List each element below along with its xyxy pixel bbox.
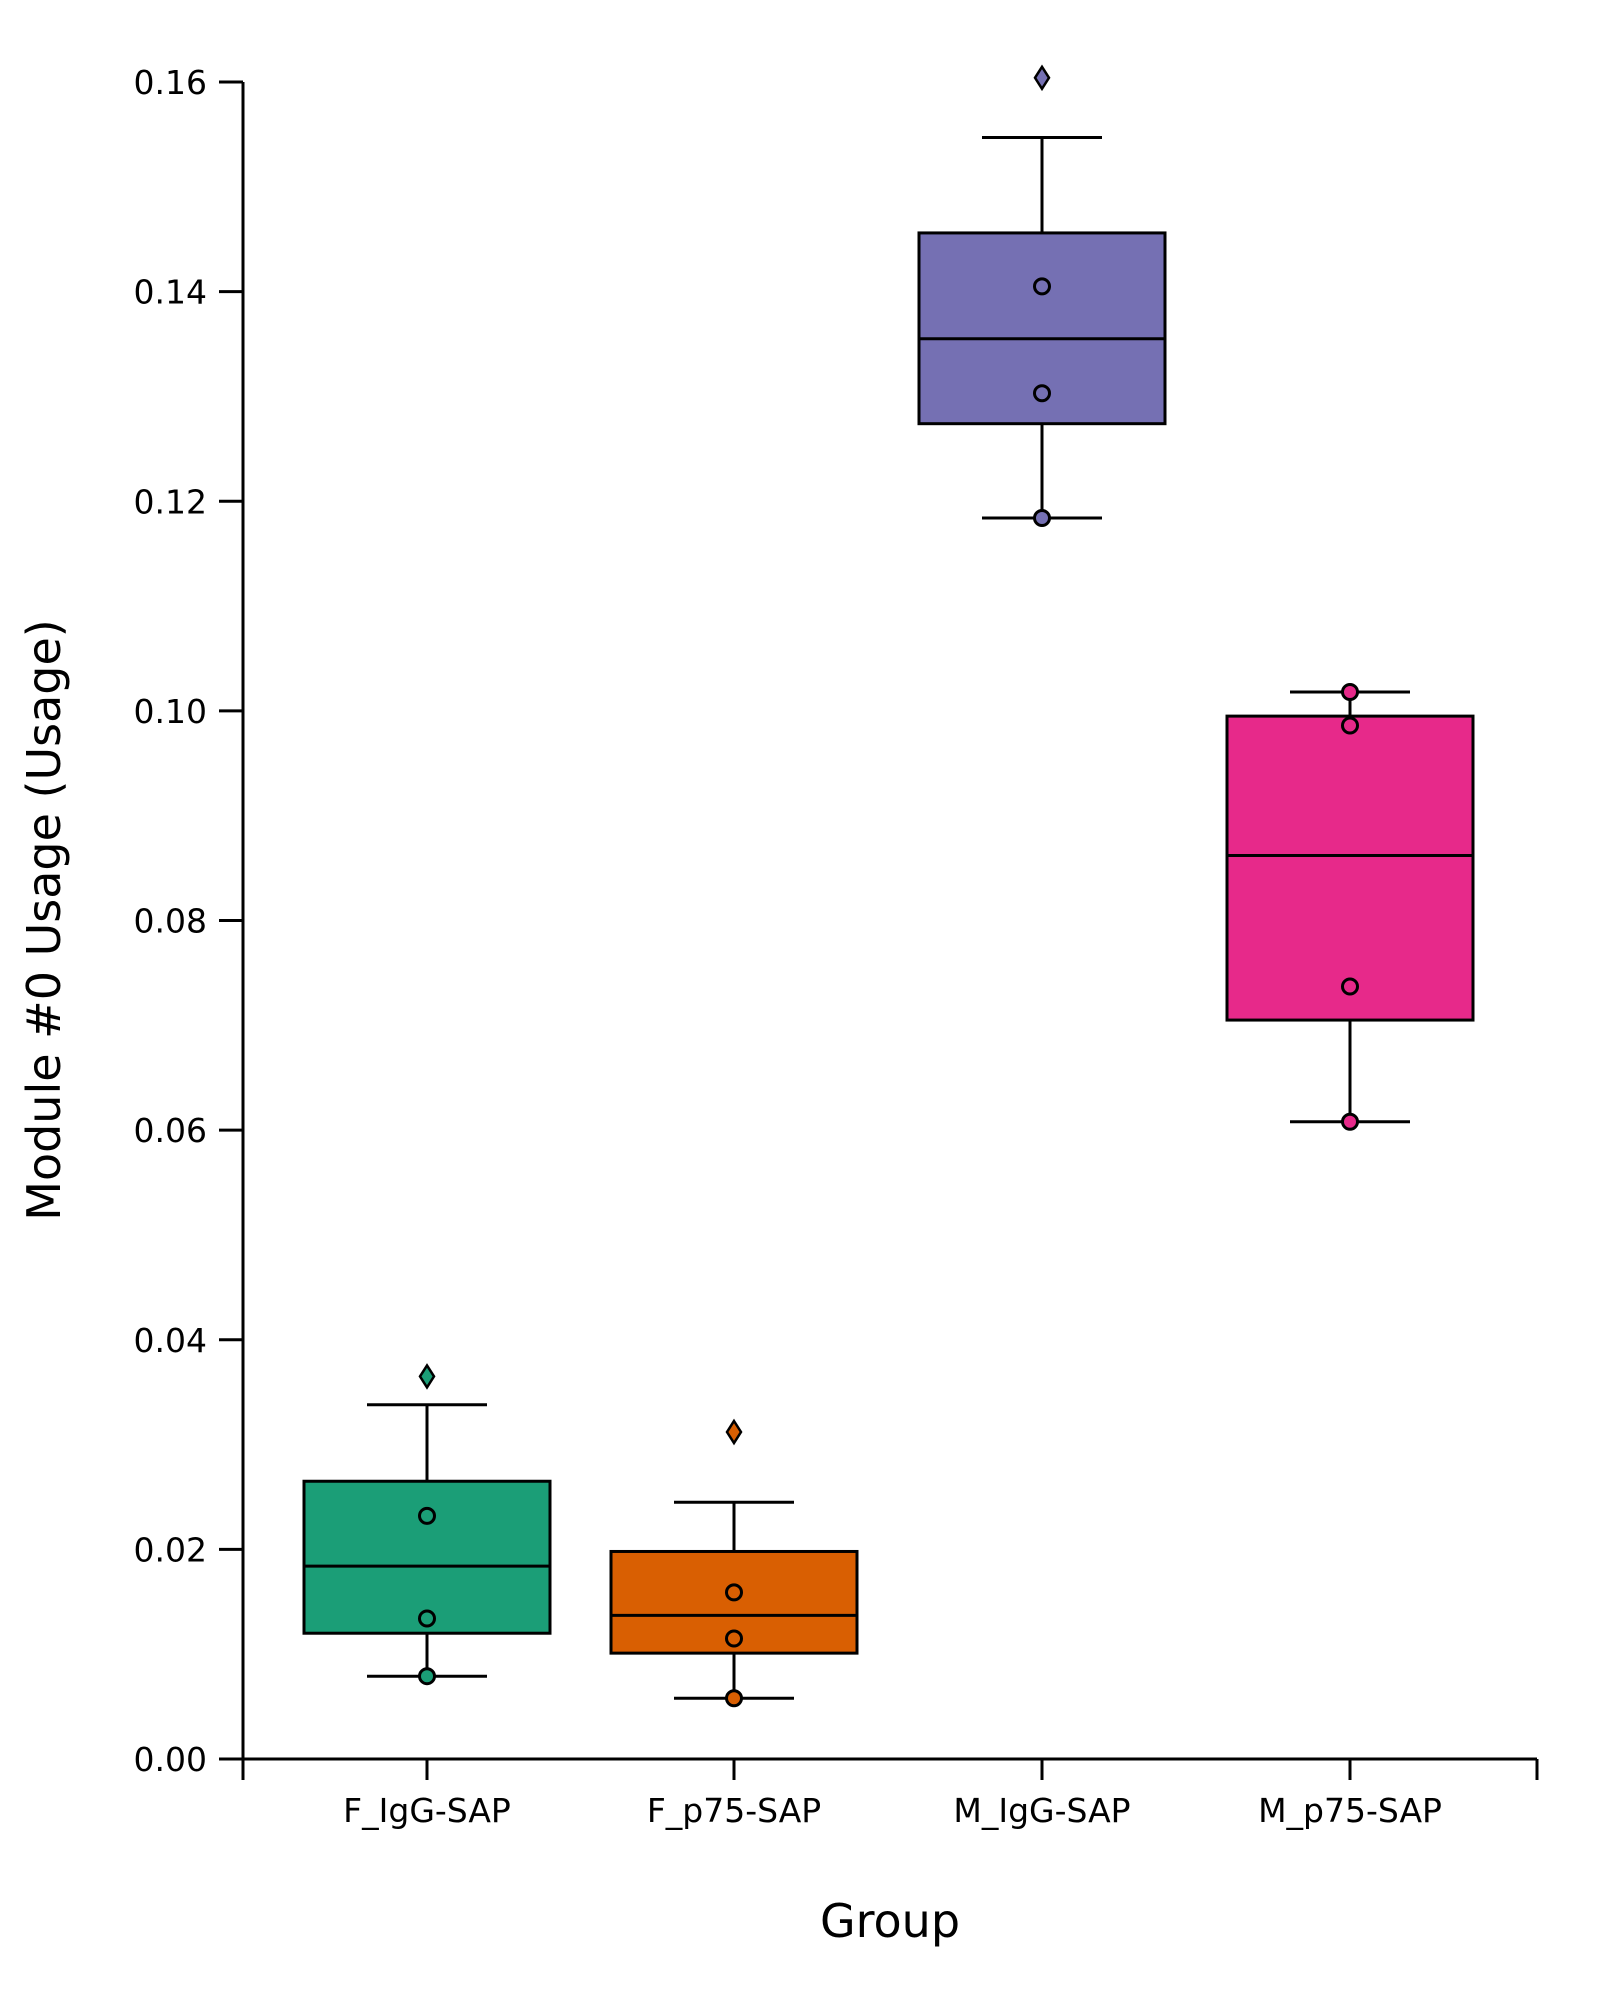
data-point xyxy=(725,1689,743,1708)
y-tick-label: 0.16 xyxy=(134,63,207,102)
box xyxy=(1225,714,1475,1022)
plot-area xyxy=(302,64,1475,1708)
y-tick-label: 0.00 xyxy=(134,1740,207,1779)
data-point xyxy=(1341,1112,1359,1131)
y-tick-label: 0.08 xyxy=(134,902,207,941)
data-point xyxy=(418,1506,436,1525)
box-group xyxy=(302,1363,552,1686)
x-ticks: F_IgG-SAP F_p75-SAP M_IgG-SAP M_p75-SAP xyxy=(343,1759,1442,1830)
data-point xyxy=(725,1629,743,1648)
data-point xyxy=(1033,277,1051,296)
y-tick-label: 0.02 xyxy=(134,1530,207,1569)
data-point xyxy=(1341,683,1359,702)
axes: 0.00 0.02 0.04 0.06 0.08 0.10 0.12 0.14 0.16 F_I… xyxy=(134,63,1539,1830)
y-tick-label: 0.06 xyxy=(134,1111,207,1150)
y-axis-title: Module #0 Usage (Usage) xyxy=(17,619,71,1220)
box-group xyxy=(917,64,1167,528)
data-point xyxy=(1341,716,1359,735)
y-tick-label: 0.10 xyxy=(134,692,207,731)
outlier-marker xyxy=(1033,64,1051,92)
x-tick-label: M_IgG-SAP xyxy=(953,1791,1130,1830)
data-point xyxy=(418,1667,436,1686)
data-point xyxy=(1033,384,1051,403)
data-point xyxy=(1033,509,1051,528)
data-point xyxy=(725,1583,743,1602)
y-ticks: 0.00 0.02 0.04 0.06 0.08 0.10 0.12 0.14 0.16 xyxy=(134,63,243,1779)
x-tick-label: F_p75-SAP xyxy=(647,1791,821,1830)
x-tick-label: M_p75-SAP xyxy=(1258,1791,1442,1830)
data-point xyxy=(418,1609,436,1628)
x-tick-label: F_IgG-SAP xyxy=(343,1791,511,1830)
box-group xyxy=(1225,683,1475,1131)
outlier-marker xyxy=(418,1363,436,1390)
x-axis-title: Group xyxy=(820,1894,960,1948)
outlier-marker xyxy=(725,1418,743,1446)
y-tick-label: 0.12 xyxy=(134,482,207,521)
box xyxy=(302,1479,552,1635)
box xyxy=(917,231,1167,426)
y-tick-label: 0.04 xyxy=(134,1321,207,1360)
box xyxy=(609,1549,859,1655)
data-point xyxy=(1341,977,1359,996)
y-tick-label: 0.14 xyxy=(134,273,207,312)
box-group xyxy=(609,1418,859,1708)
